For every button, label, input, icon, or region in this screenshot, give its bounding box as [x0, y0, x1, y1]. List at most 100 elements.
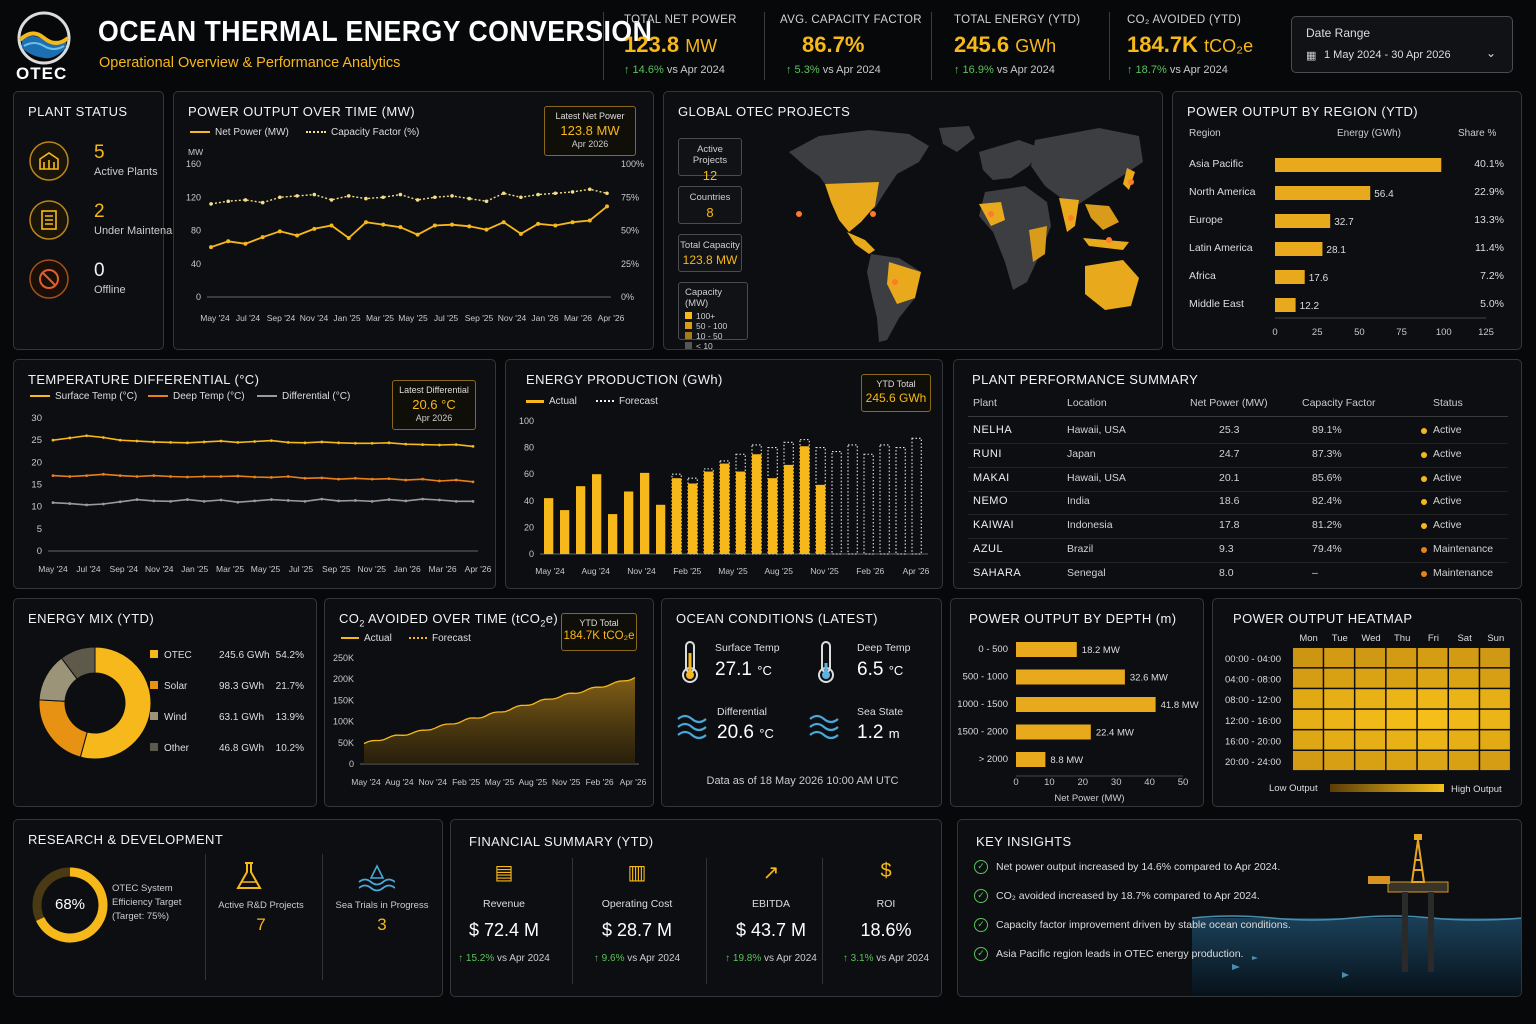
kpi-co2-avoided: CO₂ AVOIDED (YTD) 184.7K tCO₂e ↑ 18.7% v…	[1127, 14, 1253, 80]
point	[253, 499, 256, 503]
world-map[interactable]	[779, 122, 1149, 347]
table-cell: Hawaii, USA	[1067, 471, 1126, 484]
financial-value: 18.6%	[860, 920, 912, 940]
row-divider	[968, 490, 1508, 492]
point	[85, 434, 88, 438]
legend-swatch	[150, 743, 158, 751]
share-label: 11.4%	[1475, 242, 1504, 254]
depth-bar	[1016, 642, 1077, 657]
tick-label: 40	[524, 496, 534, 506]
financial-value: $ 43.7 M	[735, 920, 807, 940]
data-label: 56.4	[1374, 189, 1394, 200]
tick-label: Mar '26	[429, 564, 457, 574]
panel-title: KEY INSIGHTS	[976, 834, 1072, 849]
deep-temp-label: Deep Temp	[857, 642, 911, 654]
kpi-value: 86.7%	[802, 32, 865, 57]
tick-label: Feb '26	[856, 566, 884, 576]
wave-icon	[677, 714, 707, 740]
point-capacity-factor	[519, 195, 523, 200]
heatmap-cell	[1355, 668, 1386, 688]
depth-panel: POWER OUTPUT BY DEPTH (m) 0 - 500 18.2 MW…	[950, 598, 1204, 807]
heatmap-cell	[1449, 648, 1479, 668]
kpi-label: AVG. CAPACITY FACTOR	[780, 14, 922, 26]
point	[169, 499, 173, 503]
heatmap-panel: POWER OUTPUT HEATMAP Mon Tue Wed Thu Fri Sat S…	[1212, 598, 1522, 807]
chevron-down-icon[interactable]: ⌄	[1486, 46, 1497, 60]
actual-bar	[576, 486, 586, 554]
co2-area	[364, 677, 635, 764]
legend-value: 46.8 GWh	[219, 743, 264, 754]
point	[454, 443, 458, 446]
heatmap-cell	[1480, 751, 1510, 771]
sea-state-icon	[809, 714, 839, 740]
tick-label: May '24	[535, 566, 565, 576]
financial-label: Operating Cost	[601, 898, 673, 910]
table-cell: 81.2%	[1312, 519, 1342, 532]
actual-bar	[624, 491, 634, 554]
column-header: Location	[1067, 397, 1107, 409]
temperature-chart: 30 25 20 15 10 5 0 May '24 Jul '24 Sep '24 Nov '24…	[31, 413, 491, 574]
map-east-africa	[1029, 226, 1047, 262]
region-label: Africa	[1189, 270, 1216, 282]
differential-label: Differential	[717, 706, 767, 718]
legend-deep: Deep Temp (°C)	[148, 391, 245, 402]
actual-bar	[688, 483, 698, 554]
actual-bar	[640, 472, 650, 554]
tick-label: Sep '25	[322, 564, 351, 574]
tick-label: 100	[519, 416, 534, 426]
data-label: 32.6 MW	[1130, 673, 1168, 684]
region-label: North America	[1189, 186, 1256, 198]
tick-label: Aug '25	[519, 777, 548, 787]
point	[387, 498, 391, 501]
point-capacity-factor	[295, 194, 299, 198]
point-capacity-factor	[467, 196, 472, 201]
point	[387, 441, 391, 445]
point-capacity-factor	[553, 191, 558, 196]
status-item-offline: 0 Offline	[28, 258, 126, 305]
heatmap-cell	[1386, 751, 1417, 771]
tick-label: 0	[37, 546, 42, 557]
point	[303, 476, 307, 480]
point	[169, 475, 173, 478]
column-header: Region	[1189, 128, 1221, 139]
slot-label: 04:00 - 08:00	[1225, 675, 1281, 686]
tick-label: 50K	[338, 738, 354, 748]
depth-label: 0 - 500	[978, 644, 1008, 655]
donut-slice	[79, 646, 152, 760]
heatmap-cell	[1355, 689, 1386, 709]
point	[186, 441, 189, 445]
otec-logo: OTEC	[14, 10, 74, 83]
co2-area-chart: 250K 200K 150K 100K 50K 0 May '24 Aug '24 Nov '2…	[333, 653, 647, 787]
legend-low: Low Output	[1269, 783, 1318, 794]
status-label: Active Plants	[94, 166, 158, 178]
data-timestamp: Data as of 18 May 2026 10:00 AM UTC	[706, 775, 899, 787]
table-cell: 9.3	[1219, 543, 1234, 555]
differential-value: 20.6 °C	[717, 722, 774, 743]
ytd-value: 245.6 GWh	[865, 391, 927, 405]
card-label: Total Capacity	[680, 240, 740, 251]
status-dot	[1421, 547, 1427, 553]
divider	[322, 854, 323, 980]
tick-label: 60	[524, 469, 534, 479]
share-label: 13.3%	[1474, 214, 1504, 226]
point-net-power	[501, 220, 506, 225]
actual-bar	[800, 446, 810, 554]
heatmap-cell	[1324, 730, 1354, 750]
ytd-value: 184.7K tCO₂e	[563, 630, 635, 642]
legend-high: High Output	[1451, 784, 1502, 795]
plant-status-panel: PLANT STATUS 5 Active Plants 2 Under Mai…	[13, 91, 190, 350]
map-marker	[1068, 215, 1074, 221]
region-bar	[1275, 186, 1371, 200]
date-range-picker[interactable]: Date Range ▦ 1 May 2024 - 30 Apr 2026 ⌄	[1291, 16, 1513, 73]
tick-label: 10	[1044, 777, 1055, 788]
rnd-projects-label: Active R&D Projects	[218, 900, 304, 911]
forecast-bar	[895, 447, 906, 555]
ytd-label: YTD Total	[876, 379, 916, 389]
point-net-power	[295, 233, 300, 238]
axis-unit: MW	[188, 147, 203, 157]
page-title: OCEAN THERMAL ENERGY CONVERSION	[98, 16, 653, 48]
divider	[822, 858, 823, 984]
tick-label: May '25	[398, 313, 428, 323]
financial-label: ROI	[876, 898, 896, 910]
heatmap-cell	[1449, 730, 1479, 750]
